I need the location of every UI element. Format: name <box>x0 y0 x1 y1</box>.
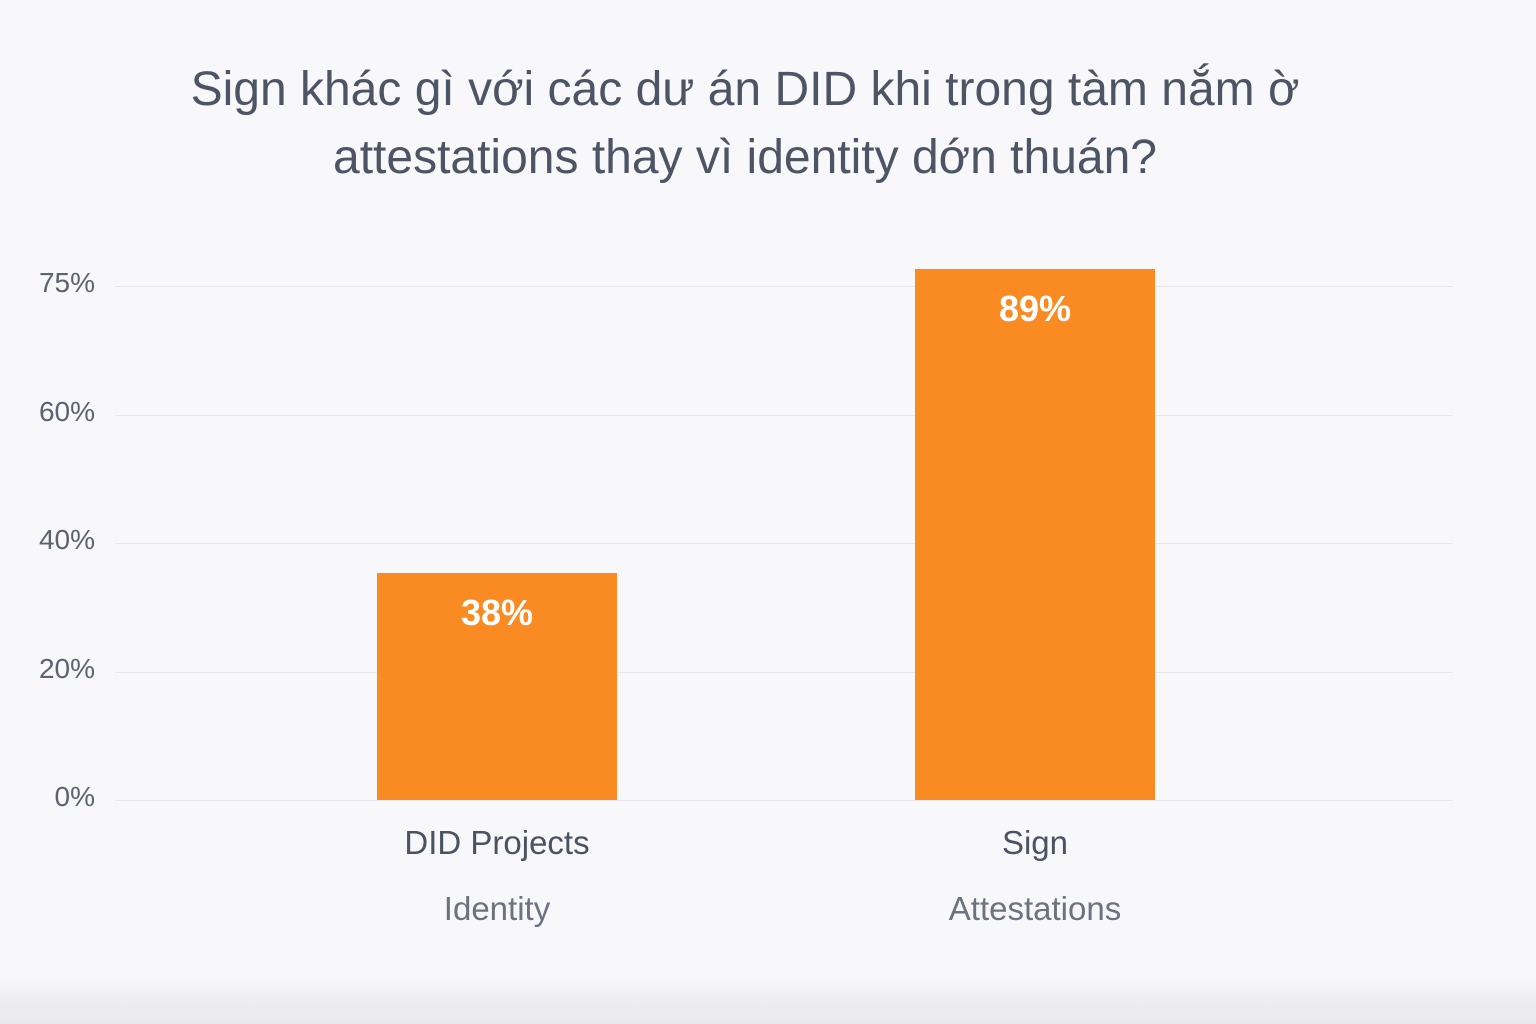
gridline <box>115 414 1453 416</box>
plot-area: 38% 89% <box>115 268 1453 801</box>
x-category-label: Sign <box>1001 824 1069 861</box>
gridline <box>115 543 1453 544</box>
chart-title: Sign khác gì với các dư án DID khi trong… <box>190 63 1300 184</box>
x-category-sublabel: Attestations <box>948 890 1122 927</box>
y-tick-label: 20% <box>38 652 95 684</box>
y-tick-label: 40% <box>38 524 95 555</box>
gridline <box>115 671 1453 673</box>
x-axis-baseline <box>115 800 1453 801</box>
bottom-shade <box>0 980 1536 1024</box>
x-axis: DID Projects Identity Sign Attestations <box>0 800 1536 940</box>
gridline <box>115 286 1453 287</box>
y-tick-label: 75% <box>38 267 95 298</box>
bar-value-label: 89% <box>998 287 1072 329</box>
y-axis: 0% 20% 40% 60% 75% <box>0 267 95 812</box>
x-category-sublabel: Identity <box>443 890 551 927</box>
bar-did-projects <box>377 573 617 800</box>
bar-sign <box>915 268 1155 800</box>
bar-value-label: 38% <box>460 592 534 634</box>
y-tick-label: 60% <box>38 395 95 427</box>
y-tick-label: 0% <box>54 781 95 812</box>
x-category-label: DID Projects <box>404 824 590 861</box>
